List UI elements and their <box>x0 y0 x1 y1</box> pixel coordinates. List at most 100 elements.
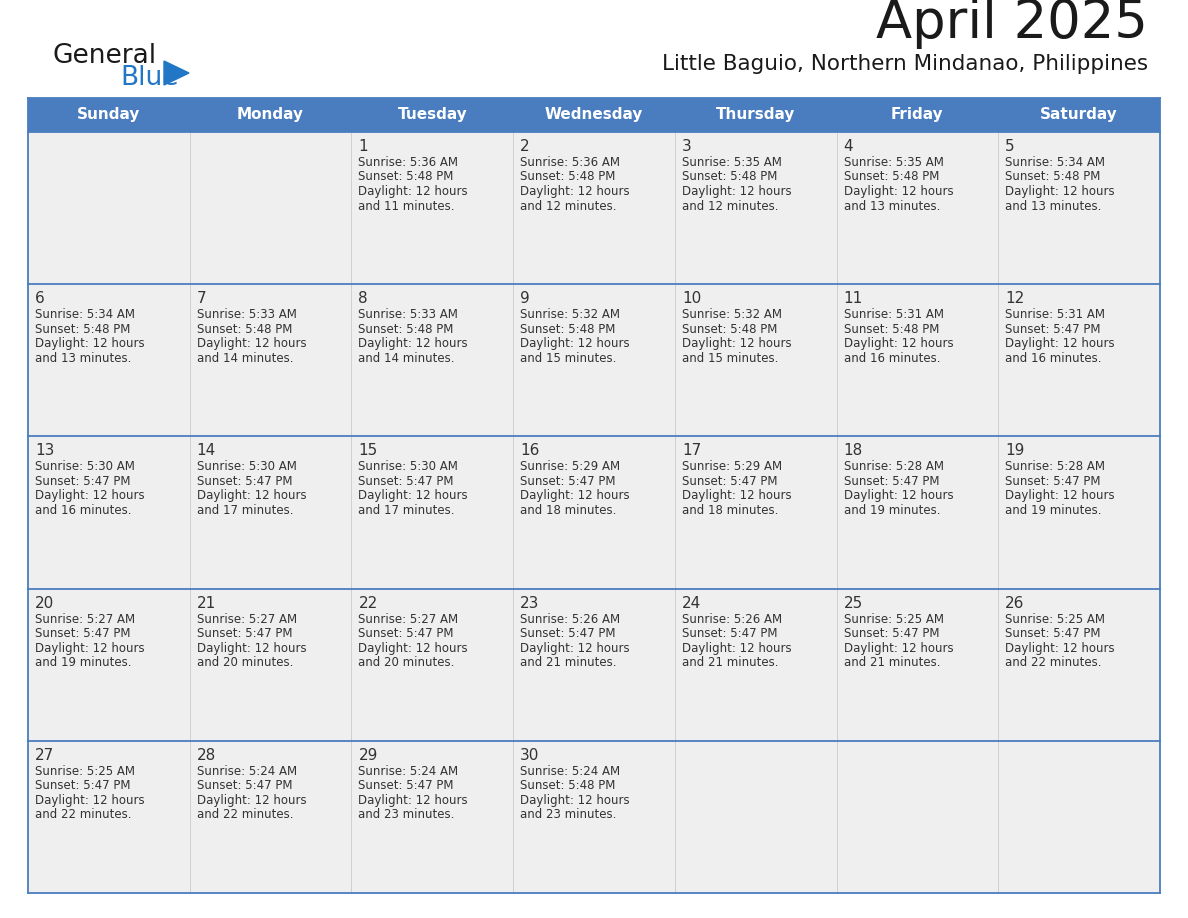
Bar <box>836 285 998 436</box>
Text: 2: 2 <box>520 139 530 154</box>
Text: Little Baguio, Northern Mindanao, Philippines: Little Baguio, Northern Mindanao, Philip… <box>662 54 1148 74</box>
Text: and 19 minutes.: and 19 minutes. <box>1005 504 1101 517</box>
Bar <box>836 588 998 741</box>
Text: and 15 minutes.: and 15 minutes. <box>682 352 778 364</box>
Text: Daylight: 12 hours: Daylight: 12 hours <box>520 794 630 807</box>
Text: Daylight: 12 hours: Daylight: 12 hours <box>520 185 630 198</box>
Text: and 16 minutes.: and 16 minutes. <box>1005 352 1101 364</box>
Text: Daylight: 12 hours: Daylight: 12 hours <box>359 794 468 807</box>
Text: Daylight: 12 hours: Daylight: 12 hours <box>682 489 791 502</box>
Text: Sunset: 5:48 PM: Sunset: 5:48 PM <box>1005 171 1100 184</box>
Text: and 22 minutes.: and 22 minutes. <box>1005 656 1101 669</box>
Bar <box>836 741 998 893</box>
Text: Sunrise: 5:26 AM: Sunrise: 5:26 AM <box>682 612 782 625</box>
Text: Daylight: 12 hours: Daylight: 12 hours <box>1005 642 1114 655</box>
Text: Sunset: 5:47 PM: Sunset: 5:47 PM <box>197 779 292 792</box>
Text: Daylight: 12 hours: Daylight: 12 hours <box>1005 185 1114 198</box>
Bar <box>513 588 675 741</box>
Text: 29: 29 <box>359 748 378 763</box>
Text: 20: 20 <box>34 596 55 610</box>
Text: Sunset: 5:47 PM: Sunset: 5:47 PM <box>520 475 615 487</box>
Text: Wednesday: Wednesday <box>545 107 643 122</box>
Text: 19: 19 <box>1005 443 1025 458</box>
Bar <box>513 741 675 893</box>
Text: Daylight: 12 hours: Daylight: 12 hours <box>1005 337 1114 350</box>
Text: Sunset: 5:47 PM: Sunset: 5:47 PM <box>682 475 777 487</box>
Text: Daylight: 12 hours: Daylight: 12 hours <box>682 642 791 655</box>
Text: 10: 10 <box>682 291 701 307</box>
Text: and 22 minutes.: and 22 minutes. <box>197 809 293 822</box>
Text: Sunrise: 5:27 AM: Sunrise: 5:27 AM <box>34 612 135 625</box>
Text: Sunrise: 5:29 AM: Sunrise: 5:29 AM <box>520 461 620 474</box>
Text: 4: 4 <box>843 139 853 154</box>
Text: Sunrise: 5:28 AM: Sunrise: 5:28 AM <box>1005 461 1105 474</box>
Text: and 20 minutes.: and 20 minutes. <box>359 656 455 669</box>
Text: and 11 minutes.: and 11 minutes. <box>359 199 455 212</box>
Text: Sunset: 5:47 PM: Sunset: 5:47 PM <box>682 627 777 640</box>
Bar <box>675 132 836 285</box>
Text: and 13 minutes.: and 13 minutes. <box>34 352 132 364</box>
Bar <box>190 741 352 893</box>
Text: Daylight: 12 hours: Daylight: 12 hours <box>359 337 468 350</box>
Text: Sunrise: 5:35 AM: Sunrise: 5:35 AM <box>682 156 782 169</box>
Text: and 15 minutes.: and 15 minutes. <box>520 352 617 364</box>
Bar <box>998 436 1159 588</box>
Text: Daylight: 12 hours: Daylight: 12 hours <box>1005 489 1114 502</box>
Text: Sunrise: 5:34 AM: Sunrise: 5:34 AM <box>34 308 135 321</box>
Bar <box>513 132 675 285</box>
Text: 26: 26 <box>1005 596 1025 610</box>
Bar <box>998 588 1159 741</box>
Text: Sunrise: 5:25 AM: Sunrise: 5:25 AM <box>34 765 135 778</box>
Text: Blue: Blue <box>120 65 178 91</box>
Text: Daylight: 12 hours: Daylight: 12 hours <box>520 337 630 350</box>
Text: Sunday: Sunday <box>77 107 140 122</box>
Text: and 17 minutes.: and 17 minutes. <box>197 504 293 517</box>
Text: Sunset: 5:48 PM: Sunset: 5:48 PM <box>843 171 939 184</box>
Text: Sunrise: 5:36 AM: Sunrise: 5:36 AM <box>520 156 620 169</box>
Text: Sunset: 5:47 PM: Sunset: 5:47 PM <box>34 779 131 792</box>
Polygon shape <box>164 61 189 85</box>
Text: Sunrise: 5:30 AM: Sunrise: 5:30 AM <box>197 461 297 474</box>
Text: Sunset: 5:48 PM: Sunset: 5:48 PM <box>843 323 939 336</box>
Text: 15: 15 <box>359 443 378 458</box>
Text: 7: 7 <box>197 291 207 307</box>
Text: and 21 minutes.: and 21 minutes. <box>682 656 778 669</box>
Text: Sunset: 5:47 PM: Sunset: 5:47 PM <box>1005 323 1101 336</box>
Text: Daylight: 12 hours: Daylight: 12 hours <box>197 642 307 655</box>
Text: Daylight: 12 hours: Daylight: 12 hours <box>359 642 468 655</box>
Text: Sunrise: 5:32 AM: Sunrise: 5:32 AM <box>682 308 782 321</box>
Text: Daylight: 12 hours: Daylight: 12 hours <box>359 489 468 502</box>
Text: Daylight: 12 hours: Daylight: 12 hours <box>843 185 953 198</box>
Text: Sunrise: 5:25 AM: Sunrise: 5:25 AM <box>1005 612 1105 625</box>
Text: Sunrise: 5:24 AM: Sunrise: 5:24 AM <box>359 765 459 778</box>
Text: 12: 12 <box>1005 291 1024 307</box>
Bar <box>836 132 998 285</box>
Text: 6: 6 <box>34 291 45 307</box>
Text: Daylight: 12 hours: Daylight: 12 hours <box>682 185 791 198</box>
Text: Sunset: 5:47 PM: Sunset: 5:47 PM <box>1005 627 1101 640</box>
Text: and 17 minutes.: and 17 minutes. <box>359 504 455 517</box>
Text: and 12 minutes.: and 12 minutes. <box>682 199 778 212</box>
Text: Daylight: 12 hours: Daylight: 12 hours <box>520 642 630 655</box>
Text: Daylight: 12 hours: Daylight: 12 hours <box>682 337 791 350</box>
Bar <box>998 132 1159 285</box>
Text: and 20 minutes.: and 20 minutes. <box>197 656 293 669</box>
Bar <box>29 741 190 893</box>
Text: April 2025: April 2025 <box>876 0 1148 49</box>
Text: Sunset: 5:48 PM: Sunset: 5:48 PM <box>682 171 777 184</box>
Text: Daylight: 12 hours: Daylight: 12 hours <box>520 489 630 502</box>
Text: and 14 minutes.: and 14 minutes. <box>197 352 293 364</box>
Text: Daylight: 12 hours: Daylight: 12 hours <box>34 642 145 655</box>
Bar <box>513 285 675 436</box>
Text: Sunrise: 5:30 AM: Sunrise: 5:30 AM <box>34 461 135 474</box>
Text: Daylight: 12 hours: Daylight: 12 hours <box>359 185 468 198</box>
Text: 27: 27 <box>34 748 55 763</box>
Bar <box>675 436 836 588</box>
Text: Sunrise: 5:25 AM: Sunrise: 5:25 AM <box>843 612 943 625</box>
Bar <box>190 285 352 436</box>
Text: 3: 3 <box>682 139 691 154</box>
Bar <box>513 436 675 588</box>
Bar <box>29 98 1159 132</box>
Text: Sunset: 5:47 PM: Sunset: 5:47 PM <box>34 475 131 487</box>
Text: Sunset: 5:47 PM: Sunset: 5:47 PM <box>843 627 939 640</box>
